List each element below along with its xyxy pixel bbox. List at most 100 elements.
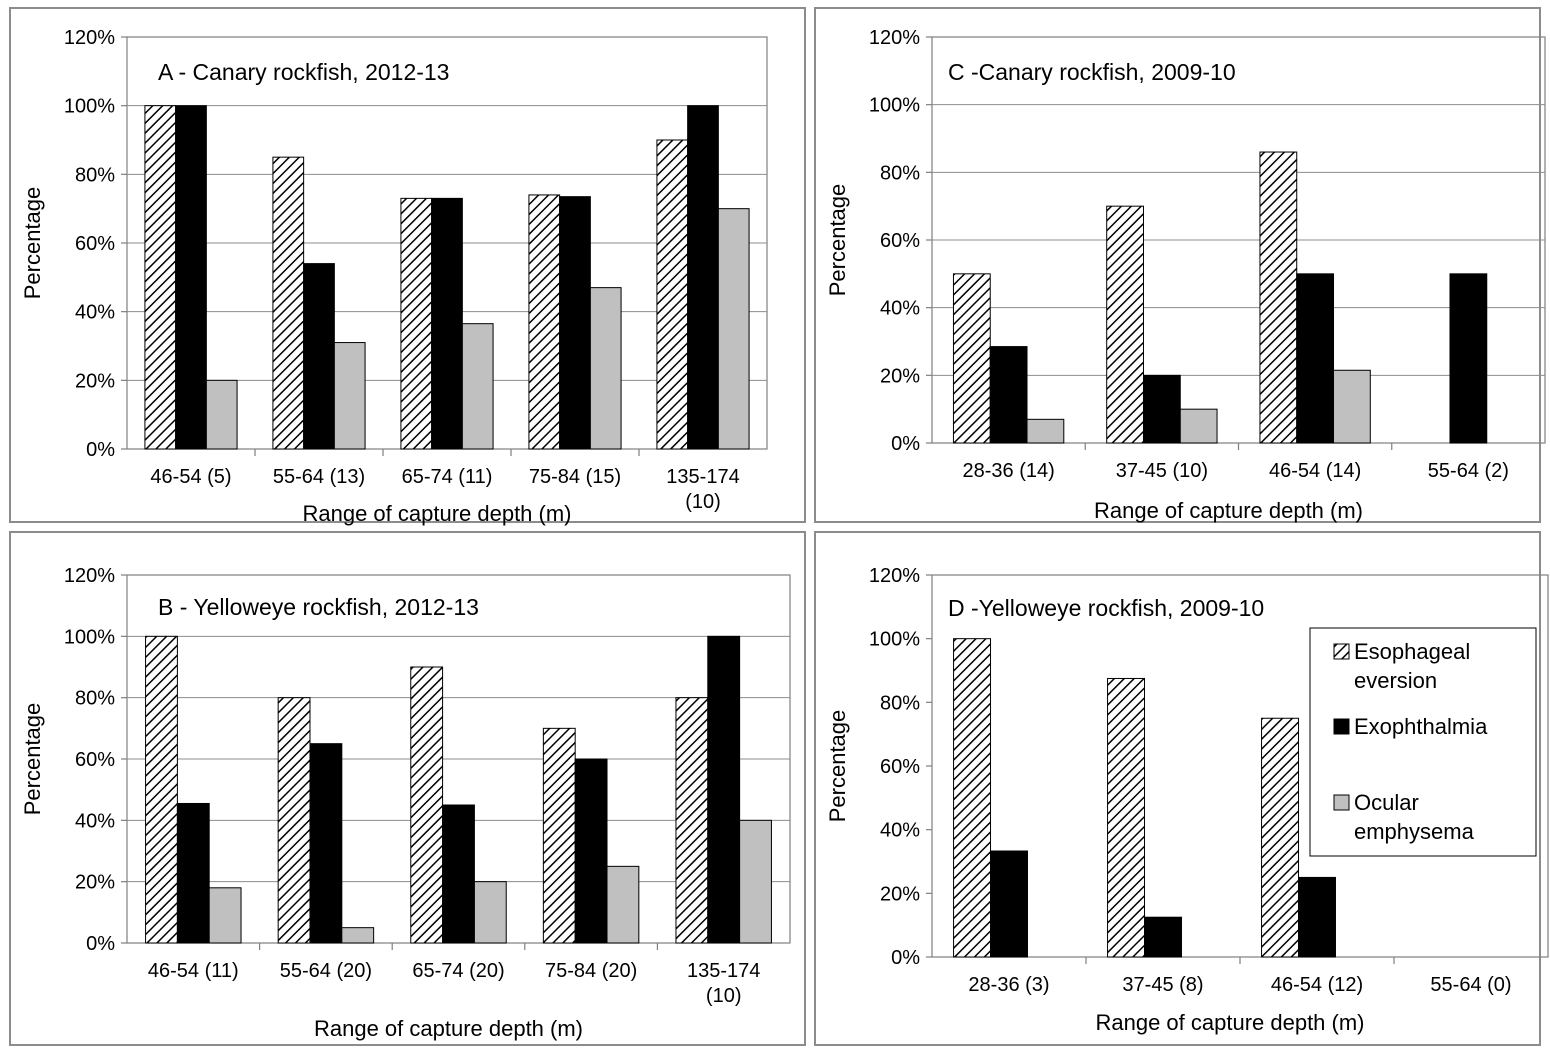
bar-exophthalmia (442, 804, 475, 944)
y-axis-label: Percentage (825, 710, 850, 823)
chart-title: B - Yelloweye rockfish, 2012-13 (158, 594, 479, 620)
y-tick-label: 20% (880, 883, 920, 905)
chart-title: C -Canary rockfish, 2009-10 (948, 59, 1236, 85)
bar-exophthalmia (175, 105, 207, 450)
bar-ocular-emphysema (208, 887, 242, 944)
panel-border (9, 531, 806, 1046)
legend-label: Esophageal (1354, 639, 1470, 664)
bar-esophageal-eversion (1107, 677, 1146, 958)
bar-esophageal-eversion (400, 197, 433, 450)
y-tick-label: 100% (869, 95, 920, 117)
bar-exophthalmia (990, 850, 1028, 958)
x-tick-label: (10) (706, 985, 742, 1007)
bar-esophageal-eversion (542, 727, 576, 944)
bar-esophageal-eversion (952, 273, 991, 444)
y-tick-label: 80% (75, 688, 115, 710)
y-tick-label: 40% (880, 298, 920, 320)
bar-esophageal-eversion (1259, 151, 1298, 444)
bar-exophthalmia (303, 263, 335, 450)
bar-esophageal-eversion (656, 139, 689, 450)
x-tick-label: 28-36 (14) (962, 460, 1054, 482)
bar-ocular-emphysema (205, 379, 238, 450)
bar-ocular-emphysema (1179, 408, 1218, 444)
panel-c: 0% 20% 40% 60% 80% 100% 120% 28-36 (14) 37-45 (1… (814, 7, 1546, 523)
x-tick-label: 55-64 (13) (273, 466, 365, 488)
panel-b: 0% 20% 40% 60% 80% 100% 120% 46-54 (11) 55-64 (2… (9, 531, 806, 1046)
y-tick-label: 40% (880, 820, 920, 842)
y-tick-label: 40% (75, 302, 115, 324)
bar-esophageal-eversion (1106, 205, 1144, 444)
x-tick-label: (10) (685, 491, 721, 513)
legend-box (1309, 627, 1537, 857)
y-tick-label: 80% (880, 692, 920, 714)
bar-exophthalmia (309, 743, 343, 944)
x-tick-label: 55-64 (20) (280, 960, 372, 982)
bar-ocular-emphysema (461, 323, 494, 450)
legend-label: eversion (1354, 668, 1437, 693)
bar-esophageal-eversion (953, 638, 992, 958)
bar-ocular-emphysema (606, 865, 640, 944)
x-axis-label: Range of capture depth (m) (302, 501, 571, 526)
x-tick-label: 55-64 (2) (1428, 460, 1509, 482)
legend-swatch (1333, 794, 1350, 811)
x-tick-label: 46-54 (5) (150, 466, 231, 488)
panel-d: 0% 20% 40% 60% 80% 100% 120% 28-36 (3) 37-45 (8)… (814, 531, 1549, 1046)
bar-ocular-emphysema (473, 881, 507, 944)
bar-esophageal-eversion (277, 697, 311, 944)
bar-exophthalmia (559, 196, 591, 450)
y-tick-label: 20% (75, 370, 115, 392)
y-tick-label: 120% (64, 27, 115, 49)
y-tick-label: 120% (869, 565, 920, 587)
bar-esophageal-eversion (528, 194, 561, 450)
y-tick-label: 100% (64, 96, 115, 118)
x-tick-label: 37-45 (10) (1116, 460, 1208, 482)
y-tick-label: 20% (880, 365, 920, 387)
y-tick-label: 0% (891, 433, 920, 455)
x-tick-label: 37-45 (8) (1122, 974, 1203, 996)
bar-exophthalmia (431, 197, 463, 450)
y-tick-label: 80% (75, 164, 115, 186)
bar-exophthalmia (1449, 273, 1488, 444)
legend-swatch (1333, 718, 1350, 735)
bar-esophageal-eversion (675, 697, 709, 944)
chart-title: A - Canary rockfish, 2012-13 (158, 59, 449, 85)
y-tick-label: 100% (64, 626, 115, 648)
legend-swatch (1333, 643, 1350, 660)
x-axis-label: Range of capture depth (m) (1095, 1010, 1364, 1035)
bar-exophthalmia (574, 758, 608, 944)
y-tick-label: 20% (75, 872, 115, 894)
bar-exophthalmia (1298, 876, 1336, 958)
x-tick-label: 28-36 (3) (968, 974, 1049, 996)
x-tick-label: 75-84 (20) (545, 960, 637, 982)
y-tick-label: 40% (75, 810, 115, 832)
bar-ocular-emphysema (341, 927, 375, 944)
y-tick-label: 60% (880, 230, 920, 252)
y-axis-label: Percentage (20, 187, 45, 300)
panel-border (814, 531, 1541, 1046)
y-tick-label: 0% (86, 933, 115, 955)
bar-ocular-emphysema (589, 287, 622, 450)
x-tick-label: 46-54 (12) (1271, 974, 1363, 996)
bar-esophageal-eversion (410, 666, 444, 944)
y-axis-label: Percentage (825, 184, 850, 297)
bar-exophthalmia (1144, 916, 1182, 958)
y-tick-label: 60% (75, 749, 115, 771)
bar-ocular-emphysema (739, 819, 772, 944)
legend-label: Ocular (1354, 790, 1419, 815)
y-axis-label: Percentage (20, 703, 45, 816)
x-tick-label: 46-54 (11) (148, 960, 239, 982)
panel-a: 0% 20% 40% 60% 80% 100% 120% 46-54 (5) 55-64 (13… (9, 7, 806, 526)
bar-ocular-emphysema (1026, 418, 1065, 444)
bar-exophthalmia (176, 802, 210, 944)
x-tick-label: 135-174 (687, 960, 760, 982)
bar-exophthalmia (707, 635, 741, 944)
y-tick-label: 0% (891, 947, 920, 969)
y-tick-label: 80% (880, 162, 920, 184)
y-tick-label: 120% (869, 27, 920, 49)
bar-esophageal-eversion (1261, 717, 1300, 958)
bar-exophthalmia (989, 346, 1028, 444)
x-tick-label: 65-74 (20) (412, 960, 504, 982)
panel-border (9, 7, 806, 523)
bar-ocular-emphysema (1333, 369, 1371, 444)
